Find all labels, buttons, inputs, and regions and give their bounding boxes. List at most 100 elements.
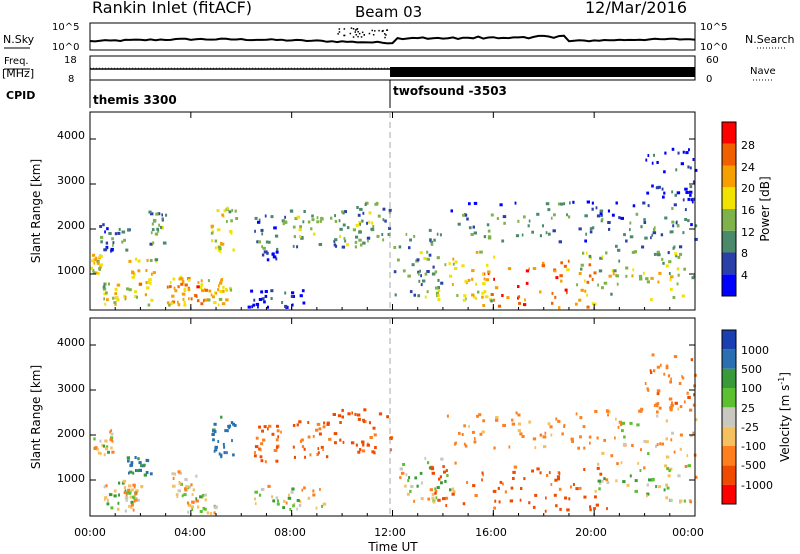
- heatmap-cell: [121, 230, 126, 234]
- heatmap-cell: [338, 219, 341, 223]
- heatmap-cell: [110, 249, 112, 253]
- heatmap-cell: [517, 295, 521, 299]
- heatmap-cell: [467, 278, 471, 282]
- noise-search-dot: [354, 31, 356, 33]
- heatmap-cell: [311, 218, 315, 222]
- heatmap-cell: [254, 216, 258, 220]
- heatmap-cell: [257, 220, 261, 224]
- heatmap-cell: [620, 423, 623, 427]
- heatmap-cell: [177, 489, 181, 493]
- heatmap-cell: [617, 248, 621, 252]
- power-cbar-tick-12: 12: [741, 226, 755, 239]
- heatmap-cell: [354, 412, 357, 416]
- nave-label: Nave: [750, 66, 776, 77]
- heatmap-cell: [539, 471, 542, 475]
- heatmap-cell: [187, 510, 190, 514]
- heatmap-cell: [274, 234, 279, 238]
- heatmap-cell: [614, 436, 616, 440]
- noise-search-dot: [338, 31, 341, 33]
- heatmap-cell: [508, 445, 511, 449]
- heatmap-cell: [95, 256, 98, 260]
- heatmap-cell: [513, 465, 518, 469]
- heatmap-cell: [603, 281, 608, 285]
- heatmap-cell: [613, 269, 617, 273]
- heatmap-cell: [515, 234, 520, 238]
- heatmap-cell: [132, 471, 135, 475]
- heatmap-cell: [679, 252, 683, 256]
- heatmap-cell: [493, 255, 496, 259]
- heatmap-cell: [680, 162, 684, 166]
- heatmap-cell: [629, 235, 634, 239]
- heatmap-cell: [694, 475, 698, 479]
- heatmap-cell: [270, 215, 274, 219]
- power-cbar-tick-20: 20: [741, 182, 755, 195]
- heatmap-cell: [150, 298, 154, 302]
- heatmap-cell: [263, 250, 268, 254]
- heatmap-cell: [131, 271, 135, 275]
- heatmap-cell: [290, 209, 294, 213]
- heatmap-cell: [201, 289, 205, 293]
- heatmap-cell: [370, 227, 374, 231]
- heatmap-cell: [285, 501, 288, 505]
- heatmap-cell: [671, 207, 674, 210]
- heatmap-cell: [145, 269, 148, 272]
- vel-cbar-swatch: [722, 446, 736, 466]
- heatmap-cell: [257, 240, 261, 244]
- heatmap-cell: [679, 433, 683, 437]
- heatmap-cell: [124, 295, 127, 299]
- heatmap-cell: [232, 248, 235, 252]
- noise-search-dot: [357, 35, 359, 38]
- heatmap-cell: [116, 298, 120, 302]
- heatmap-cell: [97, 451, 101, 455]
- heatmap-cell: [452, 257, 455, 261]
- heatmap-cell: [110, 247, 114, 251]
- heatmap-cell: [389, 437, 393, 440]
- heatmap-cell: [140, 485, 144, 488]
- heatmap-cell: [342, 223, 346, 227]
- heatmap-cell: [639, 469, 642, 472]
- heatmap-cell: [192, 500, 195, 504]
- heatmap-cell: [103, 248, 107, 252]
- heatmap-cell: [145, 471, 149, 474]
- heatmap-cell: [536, 467, 540, 471]
- heatmap-cell: [446, 414, 449, 418]
- heatmap-cell: [589, 441, 591, 445]
- heatmap-cell: [591, 278, 594, 281]
- heatmap-cell: [210, 224, 214, 228]
- heatmap-cell: [114, 292, 118, 296]
- heatmap-cell: [645, 158, 648, 162]
- heatmap-cell: [152, 219, 157, 222]
- heatmap-cell: [651, 161, 654, 165]
- heatmap-cell: [612, 272, 615, 276]
- heatmap-cell: [233, 424, 237, 427]
- heatmap-cell: [647, 452, 650, 456]
- heatmap-cell: [599, 212, 603, 215]
- heatmap-cell: [544, 509, 547, 513]
- vel-cbar-tick-m25: -25: [741, 421, 759, 434]
- noise-search-dot: [384, 36, 386, 39]
- heatmap-cell: [351, 411, 353, 415]
- heatmap-cell: [575, 487, 579, 491]
- heatmap-cell: [254, 229, 256, 233]
- heatmap-cell: [408, 246, 411, 250]
- heatmap-cell: [569, 201, 571, 205]
- heatmap-cell: [611, 269, 614, 273]
- heatmap-cell: [615, 274, 619, 278]
- freq-panel: Freq. [MHz] 18 8 60 0 Nave CPID: [2, 55, 776, 102]
- heatmap-cell: [226, 451, 228, 455]
- heatmap-cell: [197, 299, 200, 303]
- station-title: Rankin Inlet (fitACF): [92, 0, 252, 17]
- heatmap-cell: [254, 445, 259, 449]
- power-cbar-swatch: [722, 143, 736, 166]
- heatmap-cell: [196, 285, 200, 289]
- heatmap-cell: [338, 234, 341, 238]
- heatmap-cell: [629, 221, 632, 225]
- heatmap-cell: [130, 500, 134, 504]
- heatmap-cell: [690, 358, 693, 362]
- heatmap-cell: [656, 365, 660, 369]
- heatmap-cell: [471, 430, 475, 434]
- heatmap-cell: [554, 295, 557, 299]
- velocity-colorbar: 1000 500 100 25 -25 -100 -500 -1000 Velo…: [721, 329, 792, 505]
- heatmap-cell: [333, 432, 338, 436]
- heatmap-cell: [172, 277, 176, 281]
